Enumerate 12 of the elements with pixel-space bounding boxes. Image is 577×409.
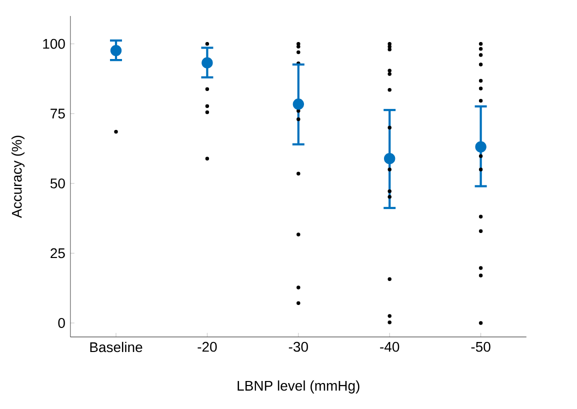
y-tick-label: 100 — [43, 38, 65, 49]
x-tick-label: -30 — [288, 342, 308, 352]
y-tick-label: 25 — [50, 248, 65, 258]
x-tick-label: -50 — [471, 342, 490, 352]
y-tick-label: 50 — [50, 178, 65, 188]
x-tick-label: -20 — [198, 342, 217, 352]
x-axis-title: LBNP level (mmHg) — [238, 380, 360, 394]
y-tick-label: 0 — [58, 318, 65, 328]
x-tick-label: -40 — [380, 342, 400, 352]
y-tick-label: 75 — [50, 108, 65, 119]
x-tick-label: Baseline — [90, 342, 142, 352]
y-axis-title: Accuracy (%) — [11, 136, 25, 218]
